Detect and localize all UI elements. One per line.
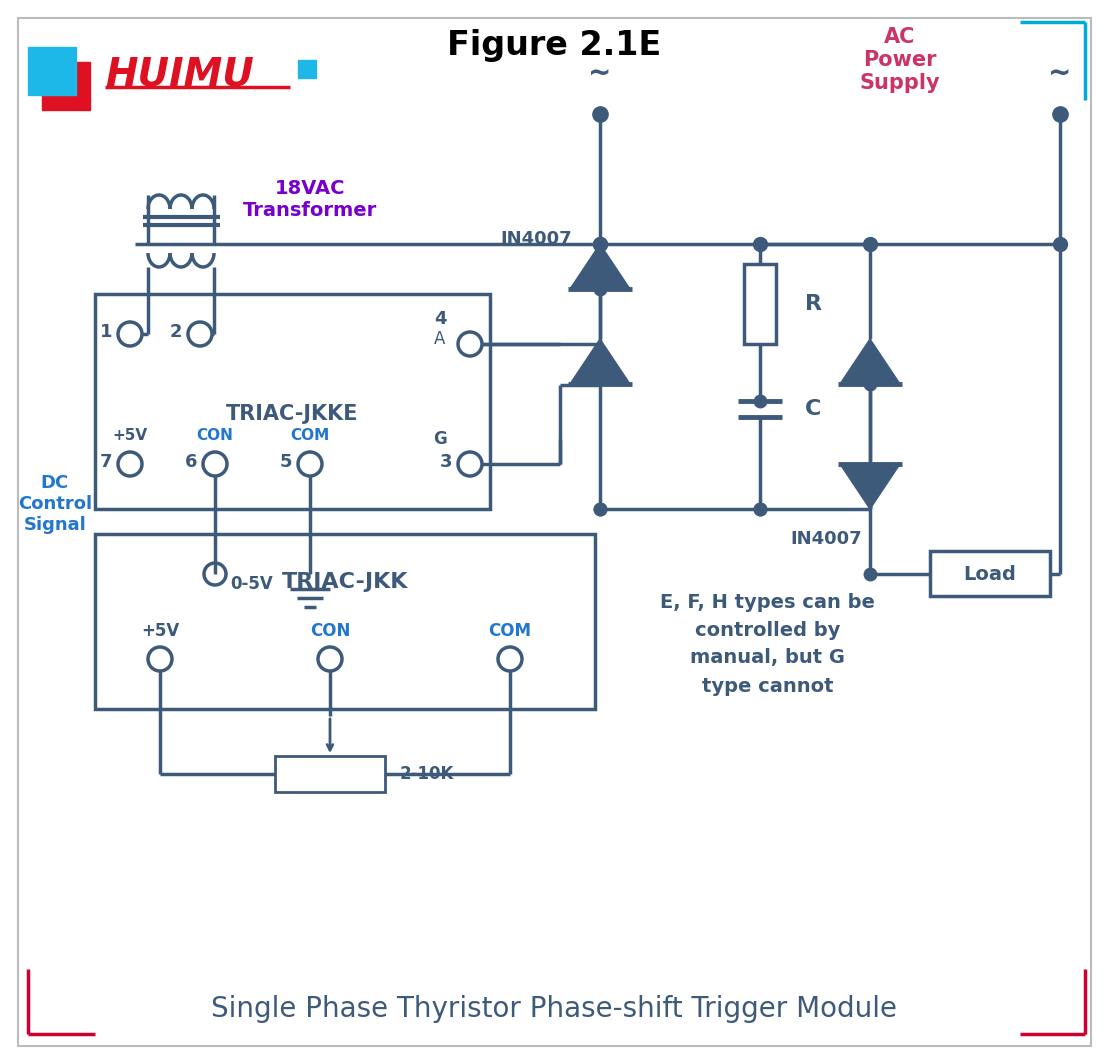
Text: TRIAC-JKKE: TRIAC-JKKE (226, 404, 358, 423)
Text: E, F, H types can be
controlled by
manual, but G
type cannot: E, F, H types can be controlled by manua… (660, 593, 875, 696)
Text: 3: 3 (439, 453, 452, 471)
Bar (298, 60, 316, 78)
Text: G: G (434, 430, 447, 448)
Text: DC
Control
Signal: DC Control Signal (18, 475, 92, 534)
Text: CON: CON (309, 622, 350, 641)
Polygon shape (840, 464, 901, 509)
Text: IN4007: IN4007 (790, 530, 862, 548)
Bar (744, 264, 776, 344)
Text: 2-10K: 2-10K (400, 765, 455, 783)
Text: Figure 2.1E: Figure 2.1E (447, 29, 661, 62)
Polygon shape (570, 339, 630, 384)
Text: ~: ~ (588, 60, 612, 88)
Text: 5: 5 (279, 453, 292, 471)
Bar (28, 47, 77, 95)
Text: COM: COM (291, 429, 329, 444)
Text: Load: Load (964, 565, 1017, 583)
Text: 6: 6 (184, 453, 197, 471)
Polygon shape (840, 339, 901, 384)
Text: +5V: +5V (141, 622, 180, 641)
Bar (275, 757, 385, 792)
Text: R: R (805, 294, 822, 314)
Text: 4: 4 (434, 310, 446, 328)
Text: ~: ~ (1048, 60, 1071, 88)
Bar (930, 551, 1050, 596)
Text: +5V: +5V (112, 429, 147, 444)
Text: IN4007: IN4007 (500, 230, 571, 248)
Bar (95, 534, 596, 709)
Text: HUIMU: HUIMU (105, 56, 254, 94)
Text: Single Phase Thyristor Phase-shift Trigger Module: Single Phase Thyristor Phase-shift Trigg… (211, 995, 897, 1023)
Text: AC
Power
Supply: AC Power Supply (859, 27, 940, 94)
Text: 7: 7 (100, 453, 112, 471)
Text: C: C (805, 399, 822, 419)
Text: 1: 1 (100, 323, 112, 340)
Bar (42, 62, 90, 110)
Text: 2: 2 (170, 323, 182, 340)
Text: TRIAC-JKK: TRIAC-JKK (282, 572, 408, 592)
Polygon shape (570, 244, 630, 289)
Text: A: A (435, 330, 446, 348)
Text: CON: CON (196, 429, 233, 444)
Text: 18VAC
Transformer: 18VAC Transformer (243, 179, 377, 219)
Bar (95, 294, 490, 509)
Text: 0-5V: 0-5V (230, 575, 273, 593)
Text: COM: COM (488, 622, 531, 641)
